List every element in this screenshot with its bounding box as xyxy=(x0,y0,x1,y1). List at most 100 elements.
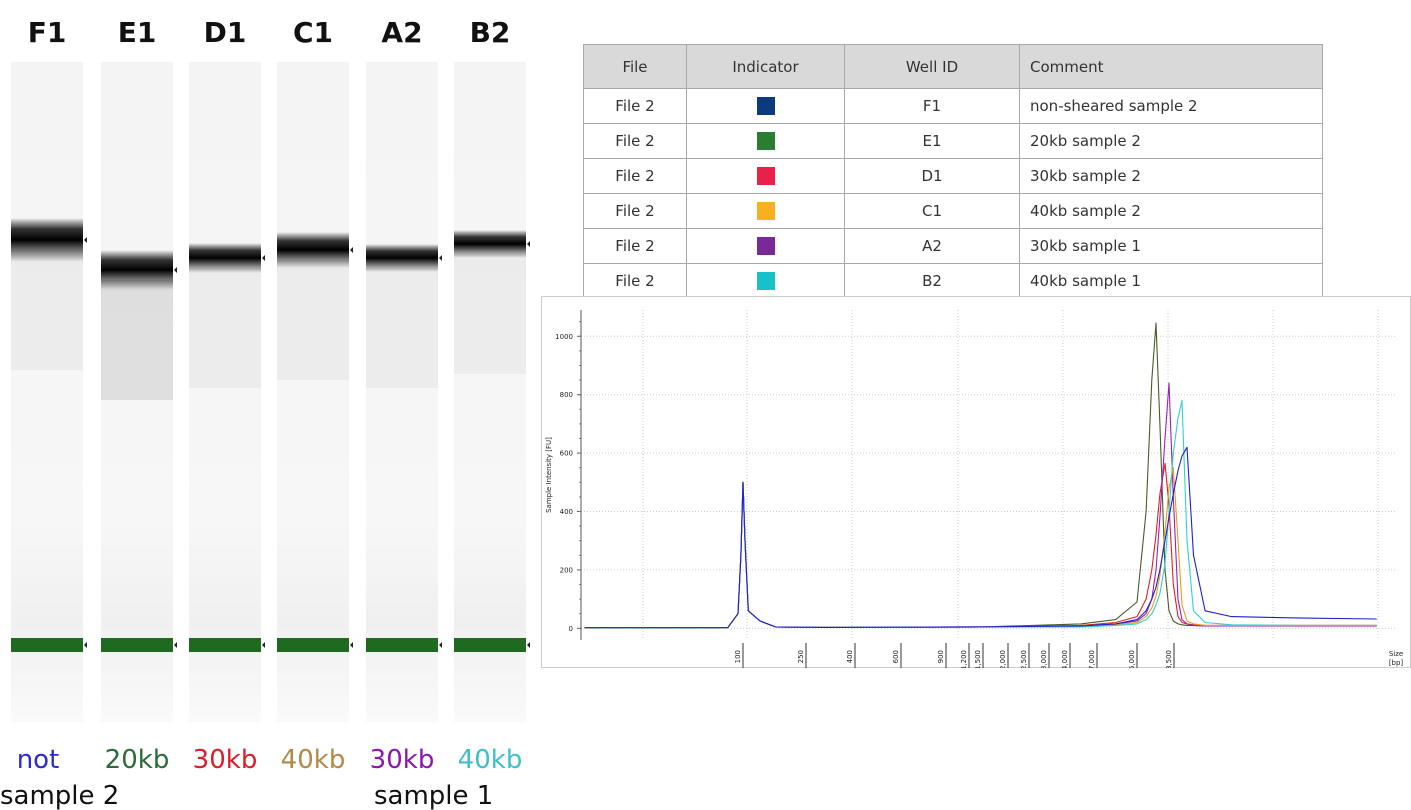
file-cell: File 2 xyxy=(584,264,687,299)
dna-smear xyxy=(454,254,526,374)
column-header: Comment xyxy=(1020,45,1323,89)
x-tick-label: 2,500 xyxy=(1020,650,1028,668)
x-tick-label: 600 xyxy=(892,650,900,663)
band-marker xyxy=(84,237,87,243)
comment-cell: 40kb sample 2 xyxy=(1020,194,1323,229)
band-marker xyxy=(350,247,353,253)
file-cell: File 2 xyxy=(584,89,687,124)
file-cell: File 2 xyxy=(584,159,687,194)
lane-caption: 40kb xyxy=(281,745,346,775)
comment-cell: 30kb sample 1 xyxy=(1020,229,1323,264)
comment-cell: 40kb sample 1 xyxy=(1020,264,1323,299)
well-cell: E1 xyxy=(845,124,1020,159)
file-cell: File 2 xyxy=(584,124,687,159)
color-swatch xyxy=(757,132,775,150)
marker-arrow xyxy=(262,642,265,648)
comment-cell: 20kb sample 2 xyxy=(1020,124,1323,159)
dna-smear xyxy=(366,268,438,388)
well-cell: A2 xyxy=(845,229,1020,264)
y-axis-label: Sample Intensity [FU] xyxy=(545,437,553,513)
lane xyxy=(189,62,261,722)
x-tick-label: 250 xyxy=(797,650,805,663)
x-tick-label: 3,000 xyxy=(1040,650,1048,668)
band-marker xyxy=(174,267,177,273)
lane-caption: not xyxy=(17,745,60,775)
lane-label: D1 xyxy=(204,16,247,49)
indicator-cell xyxy=(687,194,845,229)
lower-marker xyxy=(277,638,349,652)
x-tick-label: 15,000 xyxy=(1128,650,1136,668)
color-swatch xyxy=(757,272,775,290)
comment-cell: 30kb sample 2 xyxy=(1020,159,1323,194)
lower-marker xyxy=(454,638,526,652)
marker-arrow xyxy=(527,642,530,648)
lane-caption: 40kb xyxy=(458,745,523,775)
dna-band xyxy=(101,250,173,290)
band-marker xyxy=(527,241,530,247)
column-header: File xyxy=(584,45,687,89)
lane-label: A2 xyxy=(381,16,422,49)
color-swatch xyxy=(757,202,775,220)
dna-band xyxy=(277,232,349,268)
x-tick-label: 48,500 xyxy=(1165,650,1173,668)
lane-label: F1 xyxy=(28,16,67,49)
x-tick-label: 900 xyxy=(937,650,945,663)
dna-band xyxy=(189,243,261,273)
column-header: Well ID xyxy=(845,45,1020,89)
color-swatch xyxy=(757,97,775,115)
well-cell: F1 xyxy=(845,89,1020,124)
lane xyxy=(11,62,83,722)
y-tick-label: 400 xyxy=(560,508,573,516)
color-swatch xyxy=(757,237,775,255)
dna-band xyxy=(11,218,83,262)
well-cell: B2 xyxy=(845,264,1020,299)
x-tick-label: 400 xyxy=(846,650,854,663)
color-swatch xyxy=(757,167,775,185)
lane-label: B2 xyxy=(470,16,511,49)
group-label: sample 1 xyxy=(374,781,493,810)
dna-band xyxy=(454,230,526,258)
x-tick-label: 7,000 xyxy=(1088,650,1096,668)
dna-smear xyxy=(11,250,83,370)
lower-marker xyxy=(101,638,173,652)
lane-caption: 20kb xyxy=(105,745,170,775)
marker-arrow xyxy=(350,642,353,648)
y-tick-label: 600 xyxy=(560,450,573,458)
y-tick-label: 1000 xyxy=(555,333,573,341)
comment-cell: non-sheared sample 2 xyxy=(1020,89,1323,124)
x-tick-label: 100 xyxy=(734,650,742,663)
x-tick-label: 4,000 xyxy=(1061,650,1069,668)
page: F1notE120kbD130kbC140kbA230kbB240kbsampl… xyxy=(0,0,1411,810)
well-cell: D1 xyxy=(845,159,1020,194)
dna-smear xyxy=(277,260,349,380)
lane-label: C1 xyxy=(293,16,333,49)
chart-frame xyxy=(542,297,1411,668)
well-cell: C1 xyxy=(845,194,1020,229)
indicator-cell xyxy=(687,124,845,159)
x-tick-label: 1,500 xyxy=(974,650,982,668)
table-row: File 2A230kb sample 1 xyxy=(584,229,1323,264)
lower-marker xyxy=(366,638,438,652)
indicator-cell xyxy=(687,264,845,299)
x-axis-label: Size xyxy=(1389,650,1403,658)
lane-label: E1 xyxy=(118,16,157,49)
x-axis-unit: [bp] xyxy=(1389,659,1404,667)
file-cell: File 2 xyxy=(584,194,687,229)
y-tick-label: 0 xyxy=(569,625,573,633)
band-marker xyxy=(262,255,265,261)
dna-band xyxy=(366,244,438,272)
lane xyxy=(366,62,438,722)
lane-caption: 30kb xyxy=(193,745,258,775)
lane xyxy=(277,62,349,722)
lower-marker xyxy=(189,638,261,652)
x-tick-label: 2,000 xyxy=(999,650,1007,668)
y-tick-label: 800 xyxy=(560,391,573,399)
indicator-cell xyxy=(687,89,845,124)
